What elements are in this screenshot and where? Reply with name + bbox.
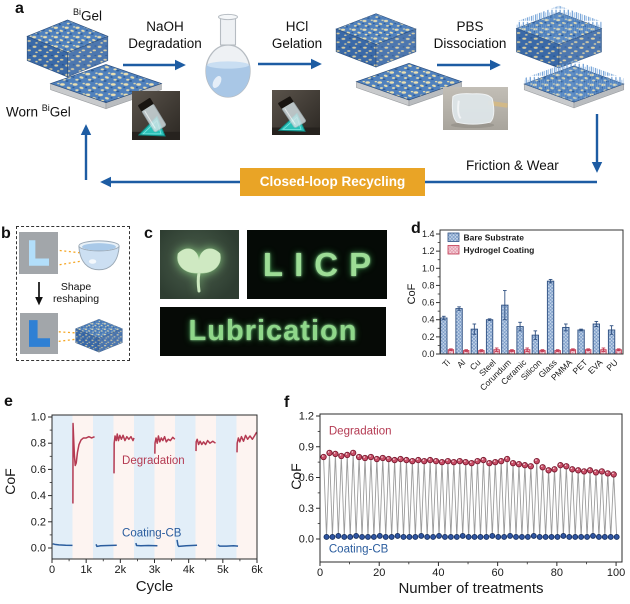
vial-photo-icon bbox=[272, 90, 320, 135]
closed-loop-banner: Closed-loop Recycling bbox=[240, 168, 425, 196]
svg-text:0.9: 0.9 bbox=[299, 441, 314, 453]
lubrication-photo: Lubrication bbox=[160, 307, 386, 356]
flask-icon bbox=[205, 13, 251, 98]
panel-d-label: d bbox=[411, 220, 421, 237]
bigel-label: BiGel bbox=[73, 7, 102, 24]
svg-text:80: 80 bbox=[551, 567, 563, 579]
svg-text:40: 40 bbox=[432, 567, 444, 579]
svg-text:PU: PU bbox=[604, 357, 619, 372]
mold-plate-top bbox=[19, 232, 58, 274]
cof-treatments-chart: Degradation Coating-CB 0.0 0.3 0.6 0.9 1.2 0 20 4… bbox=[288, 411, 625, 598]
degraded-sol-photo bbox=[132, 91, 180, 140]
step-pbs-dissociation: PBS Dissociation bbox=[433, 19, 507, 51]
svg-text:CoF: CoF bbox=[406, 283, 418, 304]
panel-b-label: b bbox=[1, 225, 11, 242]
svg-text:4k: 4k bbox=[183, 564, 195, 576]
cof-bar-chart: 0.00.20.40.60.81.01.21.4Ti Al CuSteelCorun… bbox=[406, 229, 624, 392]
gel-piece-icon bbox=[443, 87, 508, 130]
vial-photo-icon bbox=[132, 91, 180, 140]
svg-text:CoF: CoF bbox=[2, 468, 18, 494]
svg-text:20: 20 bbox=[373, 567, 385, 579]
svg-text:1.2: 1.2 bbox=[422, 246, 435, 256]
svg-text:PET: PET bbox=[571, 357, 590, 376]
bigel-sup: Bi bbox=[73, 7, 82, 17]
svg-text:1.4: 1.4 bbox=[422, 229, 435, 239]
svg-text:EVA: EVA bbox=[586, 357, 605, 376]
svg-text:Coating-CB: Coating-CB bbox=[122, 527, 182, 539]
panel-e-label: e bbox=[4, 393, 13, 410]
svg-text:Bare Substrate: Bare Substrate bbox=[464, 233, 525, 243]
cof-cycle-line-chart: Degradation Coating-CB 0.0 0.2 0.4 0.6 0.8 1.0 0… bbox=[2, 412, 263, 596]
svg-text:3k: 3k bbox=[149, 564, 161, 576]
svg-text:Degradation: Degradation bbox=[122, 455, 185, 467]
svg-text:2k: 2k bbox=[115, 564, 127, 576]
friction-wear-label: Friction & Wear bbox=[466, 158, 559, 173]
dissociated-gel-photo bbox=[443, 87, 508, 130]
licp-glow-text: LICP bbox=[262, 245, 383, 283]
svg-text:1.0: 1.0 bbox=[422, 263, 435, 273]
svg-text:0: 0 bbox=[317, 567, 323, 579]
ginkgo-leaf-photo bbox=[160, 230, 239, 299]
bowl-icon bbox=[78, 240, 120, 271]
svg-text:100: 100 bbox=[607, 567, 625, 579]
svg-text:0.6: 0.6 bbox=[31, 464, 46, 476]
reshaped-gel-block-icon bbox=[72, 317, 126, 354]
worn-bigel-label: Worn BiGel bbox=[6, 103, 71, 120]
step-hcl-gelation: HCl Gelation bbox=[271, 19, 323, 51]
svg-text:0.0: 0.0 bbox=[299, 534, 314, 546]
svg-text:0.2: 0.2 bbox=[422, 332, 435, 342]
panel-f-label: f bbox=[284, 394, 290, 411]
svg-text:0.0: 0.0 bbox=[31, 543, 46, 555]
svg-text:1.2: 1.2 bbox=[299, 411, 314, 423]
bigel-base: Gel bbox=[81, 8, 103, 24]
svg-text:0.8: 0.8 bbox=[422, 280, 435, 290]
lubrication-glow-text: Lubrication bbox=[188, 315, 358, 347]
licp-photo: LICP bbox=[247, 230, 387, 299]
svg-text:0: 0 bbox=[49, 564, 55, 576]
svg-text:CoF: CoF bbox=[288, 463, 304, 489]
panel-c-label: c bbox=[144, 225, 153, 242]
l-shape-liquid-icon bbox=[29, 240, 49, 266]
svg-text:0.6: 0.6 bbox=[299, 472, 314, 484]
svg-text:Hydrogel Coating: Hydrogel Coating bbox=[464, 245, 535, 255]
svg-text:0.0: 0.0 bbox=[422, 349, 435, 359]
svg-text:0.8: 0.8 bbox=[31, 438, 46, 450]
svg-text:5k: 5k bbox=[217, 564, 229, 576]
svg-text:0.3: 0.3 bbox=[299, 503, 314, 515]
brush-gel-slab-icon bbox=[521, 56, 627, 112]
svg-text:Al: Al bbox=[455, 357, 467, 369]
svg-text:Ti: Ti bbox=[440, 357, 452, 369]
l-shape-gel-icon bbox=[29, 320, 50, 347]
mold-plate-bottom bbox=[20, 313, 58, 354]
svg-text:6k: 6k bbox=[251, 564, 263, 576]
gelation-vial-photo bbox=[272, 90, 320, 135]
svg-text:1.0: 1.0 bbox=[31, 412, 46, 424]
svg-text:0.4: 0.4 bbox=[31, 490, 46, 502]
svg-text:Degradation: Degradation bbox=[329, 425, 392, 437]
svg-text:Number of treatments: Number of treatments bbox=[398, 580, 543, 597]
svg-text:0.6: 0.6 bbox=[422, 298, 435, 308]
svg-text:1k: 1k bbox=[80, 564, 92, 576]
panel-a-label: a bbox=[15, 0, 24, 17]
shape-reshaping-label: Shape reshaping bbox=[52, 281, 100, 305]
reshaping-box bbox=[16, 226, 130, 361]
svg-text:60: 60 bbox=[492, 567, 504, 579]
svg-text:Cycle: Cycle bbox=[136, 578, 174, 595]
svg-text:Coating-CB: Coating-CB bbox=[329, 544, 389, 556]
svg-text:0.2: 0.2 bbox=[31, 516, 46, 528]
step-naoh-degradation: NaOH Degradation bbox=[128, 19, 202, 51]
svg-text:0.4: 0.4 bbox=[422, 315, 435, 325]
ginkgo-leaf-icon bbox=[177, 248, 221, 293]
